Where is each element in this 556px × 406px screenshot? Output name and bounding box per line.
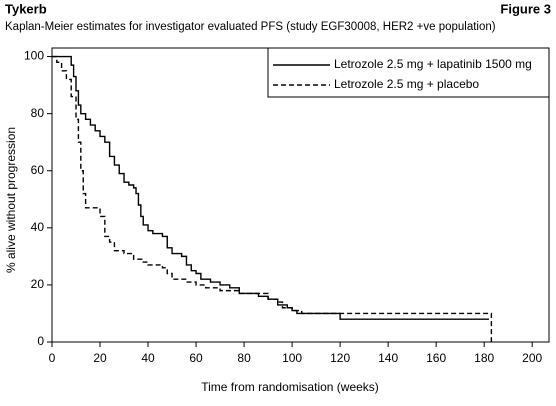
x-tick-label: 120 [330, 351, 350, 365]
x-tick-label: 80 [237, 351, 251, 365]
x-tick-label: 0 [49, 351, 56, 365]
x-tick-label: 40 [141, 351, 155, 365]
y-tick-label: 100 [24, 49, 44, 63]
header-title: Tykerb [5, 1, 47, 16]
legend-box [267, 47, 550, 98]
y-tick-label: 0 [37, 334, 44, 348]
figure-label: Figure 3 [500, 1, 551, 16]
x-tick-label: 180 [474, 351, 494, 365]
legend-label: Letrozole 2.5 mg + lapatinib 1500 mg [334, 57, 532, 71]
y-axis-label: % alive without progression [4, 127, 18, 273]
x-tick-label: 200 [522, 351, 542, 365]
chart-title: Kaplan-Meier estimates for investigator … [5, 21, 496, 33]
y-tick-label: 40 [31, 220, 45, 234]
km-curve [52, 55, 493, 342]
y-tick-label: 80 [31, 106, 45, 120]
x-tick-label: 100 [282, 351, 302, 365]
y-tick-label: 60 [31, 163, 45, 177]
x-tick-label: 20 [93, 351, 107, 365]
x-tick-label: 60 [189, 351, 203, 365]
x-axis-label: Time from randomisation (weeks) [201, 380, 379, 394]
x-tick-label: 160 [426, 351, 446, 365]
legend-label: Letrozole 2.5 mg + placebo [334, 77, 479, 91]
y-tick-label: 20 [31, 277, 45, 291]
x-tick-label: 140 [378, 351, 398, 365]
